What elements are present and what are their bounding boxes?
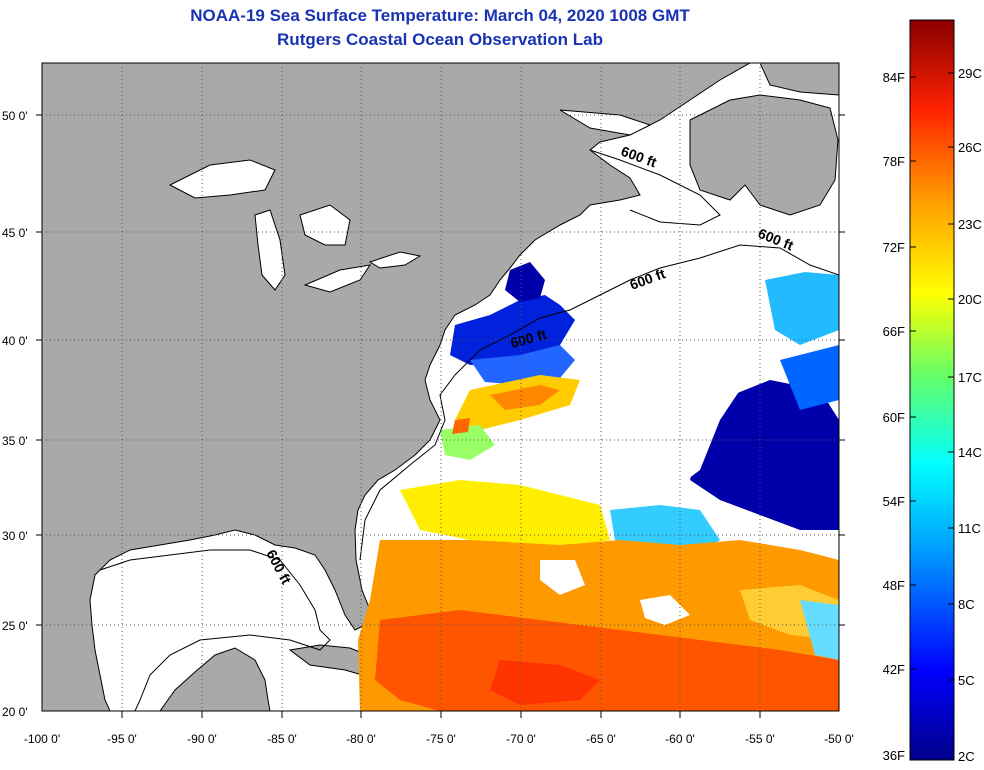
lat-label: 30 0'	[2, 529, 28, 543]
colorbar-c-label: 23C	[958, 217, 982, 232]
land-yucatan	[159, 647, 271, 711]
lon-label: -95 0'	[107, 732, 137, 746]
colorbar-f-label: 42F	[883, 662, 905, 677]
colorbar-f-label: 60F	[883, 410, 905, 425]
colorbar-ticks	[910, 72, 954, 681]
lat-label: 50 0'	[2, 109, 28, 123]
colorbar-f-label: 48F	[883, 578, 905, 593]
lon-label: -50 0'	[824, 732, 854, 746]
colorbar-c-label: 26C	[958, 140, 982, 155]
colorbar	[909, 19, 955, 761]
lat-axis: 50 0' 45 0' 40 0' 35 0' 30 0' 25 0' 20 0…	[2, 109, 28, 719]
colorbar-c-label: 17C	[958, 370, 982, 385]
lat-label: 25 0'	[2, 619, 28, 633]
colorbar-c-labels: 29C 26C 23C 20C 17C 14C 11C 8C 5C 2C	[958, 66, 982, 764]
lon-label: -85 0'	[267, 732, 297, 746]
colorbar-c-label: 14C	[958, 445, 982, 460]
lat-label: 35 0'	[2, 434, 28, 448]
lat-ticks	[36, 114, 845, 626]
lon-label: -90 0'	[187, 732, 217, 746]
lon-label: -75 0'	[426, 732, 456, 746]
colorbar-f-label: 78F	[883, 154, 905, 169]
colorbar-c-label: 2C	[958, 749, 975, 764]
lon-label: -100 0'	[24, 732, 60, 746]
lat-label: 40 0'	[2, 334, 28, 348]
map-subtitle: Rutgers Coastal Ocean Observation Lab	[277, 30, 603, 49]
colorbar-f-label: 66F	[883, 324, 905, 339]
colorbar-c-label: 11C	[958, 521, 981, 536]
colorbar-c-label: 29C	[958, 66, 982, 81]
colorbar-f-label: 54F	[883, 494, 905, 509]
lon-ticks	[121, 711, 761, 718]
map-title: NOAA-19 Sea Surface Temperature: March 0…	[190, 6, 690, 25]
lon-axis: -100 0' -95 0' -90 0' -85 0' -80 0' -75 …	[24, 732, 854, 746]
colorbar-f-labels: 84F 78F 72F 66F 60F 54F 48F 42F 36F	[883, 70, 905, 763]
colorbar-f-label: 84F	[883, 70, 905, 85]
lat-label: 20 0'	[2, 705, 28, 719]
graticule	[42, 63, 839, 711]
land-labrador	[759, 63, 839, 96]
lon-label: -65 0'	[586, 732, 616, 746]
lon-label: -70 0'	[506, 732, 536, 746]
lon-label: -55 0'	[745, 732, 775, 746]
colorbar-f-label: 36F	[883, 748, 905, 763]
land-north-america	[42, 63, 752, 711]
colorbar-c-label: 20C	[958, 292, 982, 307]
lon-label: -80 0'	[346, 732, 376, 746]
lat-label: 45 0'	[2, 226, 28, 240]
colorbar-c-label: 5C	[958, 673, 975, 688]
land-newfoundland	[689, 94, 839, 216]
colorbar-c-label: 8C	[958, 597, 975, 612]
lon-label: -60 0'	[665, 732, 695, 746]
colorbar-f-label: 72F	[883, 240, 905, 255]
